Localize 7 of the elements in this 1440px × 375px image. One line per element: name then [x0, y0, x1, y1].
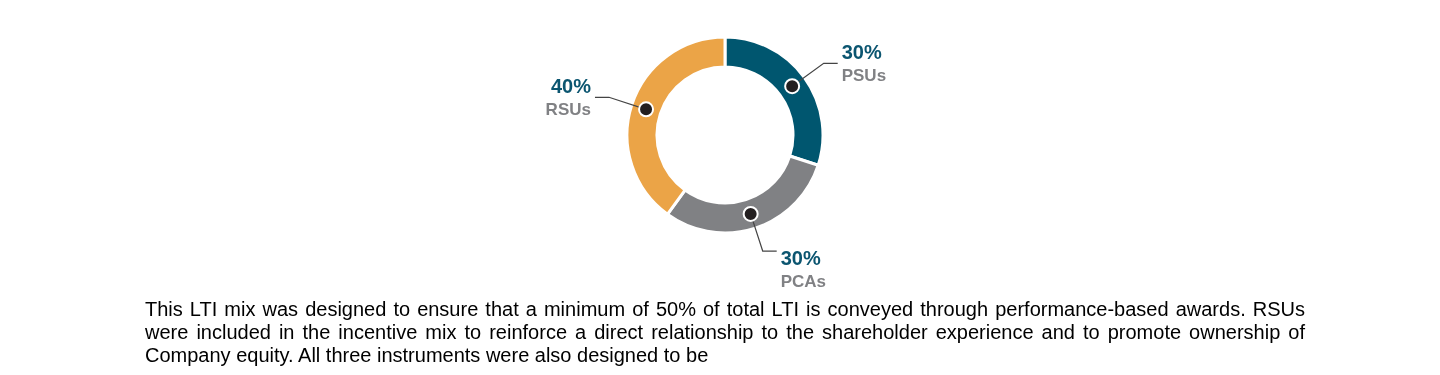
slice-label: PSUs [841, 66, 887, 86]
data-label: 40% [550, 75, 592, 98]
slice-label: PCAs [780, 272, 827, 292]
data-label: 30% [780, 247, 821, 270]
slice-label: RSUs [545, 100, 591, 120]
data-label: 30% [841, 41, 882, 64]
text: This LTI mix was designed to ensure that a minimum of 50% of total LTI is conveyed through performance-based awards. RSUs were included in the incentive mix to reinforce a direct relationship to the shareholder experience and to promote ownership of Company equity. All three instruments were also designed to be [145, 298, 1305, 367]
